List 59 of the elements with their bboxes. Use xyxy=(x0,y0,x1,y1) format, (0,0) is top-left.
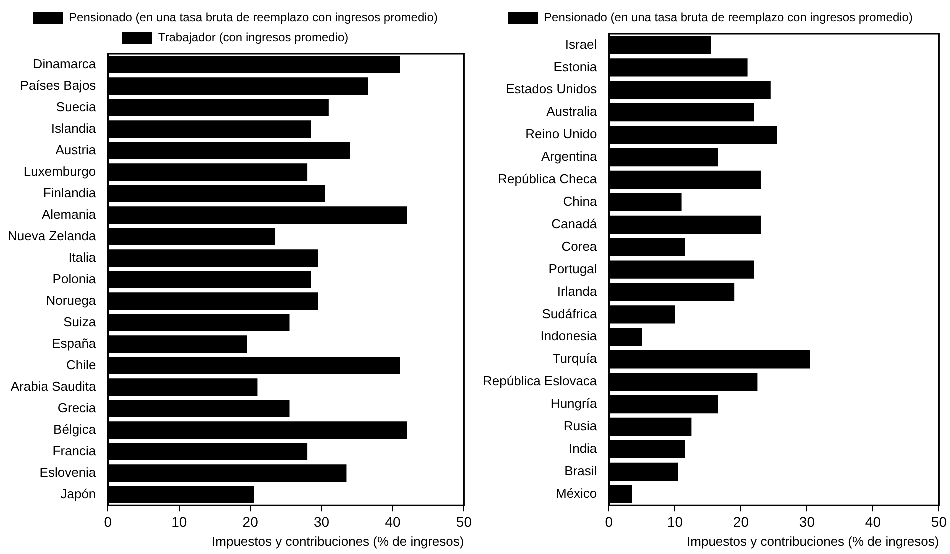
y-tick-label: Indonesia xyxy=(540,328,598,344)
y-tick-label: Sudáfrica xyxy=(542,306,598,322)
legend-label: Trabajador (con ingresos promedio) xyxy=(158,30,349,44)
y-tick-label: Polonia xyxy=(52,271,97,286)
y-tick-label: Austria xyxy=(56,142,97,158)
x-tick-label: 10 xyxy=(667,514,684,530)
y-tick-label: Grecia xyxy=(58,400,97,416)
y-tick-label: Estados Unidos xyxy=(506,82,598,97)
y-tick-label: Turquía xyxy=(552,351,598,366)
legend-label: Pensionado (en una tasa bruta de reemplazo con ingresos promedio) xyxy=(544,10,913,24)
y-tick-label: Arabia Saudita xyxy=(10,378,97,394)
y-tick-label: Dinamarca xyxy=(33,56,97,72)
y-tick-label: Israel xyxy=(565,36,598,52)
x-tick-label: 0 xyxy=(605,514,614,530)
x-axis-title: Impuestos y contribuciones (% de ingresos) xyxy=(687,534,940,549)
y-tick-label: Brasil xyxy=(564,463,598,478)
y-tick-label: Australia xyxy=(546,104,598,120)
x-tick-label: 30 xyxy=(314,514,330,530)
y-tick-label: Suiza xyxy=(64,314,97,330)
y-tick-label: República Eslovaca xyxy=(482,374,598,389)
y-tick-label: Estonia xyxy=(554,59,598,74)
y-tick-label: Rusia xyxy=(564,418,598,434)
y-tick-label: Irlanda xyxy=(557,284,598,299)
y-tick-label: España xyxy=(52,336,97,351)
x-tick-label: 20 xyxy=(242,514,259,530)
y-tick-label: Reino Unido xyxy=(526,126,598,142)
x-tick-label: 10 xyxy=(172,514,188,530)
x-tick-label: 20 xyxy=(733,514,750,530)
y-tick-label: Noruega xyxy=(46,292,97,308)
y-tick-label: Chile xyxy=(66,357,96,372)
y-tick-label: Suecia xyxy=(56,99,97,114)
y-tick-label: China xyxy=(563,194,598,210)
y-tick-label: Finlandia xyxy=(43,185,97,200)
y-tick-label: Hungría xyxy=(550,396,598,412)
y-tick-label: Francia xyxy=(52,443,97,458)
y-tick-label: India xyxy=(568,441,598,456)
y-tick-label: Corea xyxy=(562,238,598,254)
legend-label: Pensionado (en una tasa bruta de reemplazo con ingresos promedio) xyxy=(69,10,438,24)
y-tick-label: México xyxy=(556,486,598,501)
y-tick-label: Portugal xyxy=(548,261,598,276)
y-tick-label: Japón xyxy=(60,486,96,502)
y-tick-label: Eslovenia xyxy=(40,464,97,480)
y-tick-label: Bélgica xyxy=(54,422,97,437)
x-tick-label: 50 xyxy=(931,514,948,530)
x-tick-label: 0 xyxy=(104,514,112,530)
x-tick-label: 40 xyxy=(385,514,401,530)
y-tick-label: Países Bajos xyxy=(20,78,97,93)
y-tick-label: Nueva Zelanda xyxy=(8,228,97,244)
x-tick-label: 30 xyxy=(799,514,816,530)
x-tick-label: 50 xyxy=(456,514,472,530)
x-tick-label: 40 xyxy=(865,514,882,530)
y-tick-label: Luxemburgo xyxy=(24,164,96,179)
y-tick-label: República Checa xyxy=(498,172,598,187)
y-tick-label: Islandia xyxy=(51,120,97,136)
x-axis-title: Impuestos y contribuciones (% de ingresos) xyxy=(212,534,464,549)
y-tick-label: Alemania xyxy=(42,206,97,222)
y-tick-label: Canadá xyxy=(552,216,598,232)
y-tick-label: Argentina xyxy=(542,149,598,164)
y-tick-label: Italia xyxy=(68,250,97,265)
